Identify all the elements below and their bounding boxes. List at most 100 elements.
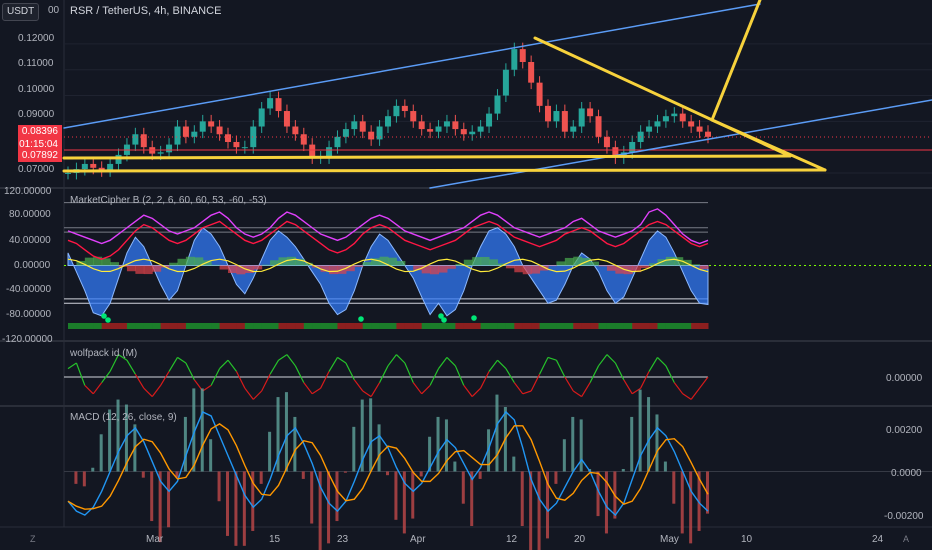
- candle-body: [705, 131, 711, 137]
- candle-body: [393, 105, 400, 117]
- macd-histogram-bar: [209, 439, 213, 472]
- mc-moneyflow-bar: [598, 265, 608, 267]
- mc-moneyflow-bar: [253, 265, 263, 270]
- mc-status-segment: [514, 323, 524, 329]
- candle-body: [545, 105, 551, 122]
- price-tick: 0.12000: [18, 33, 55, 44]
- candle-body: [427, 129, 434, 132]
- mc-moneyflow-bar: [674, 257, 684, 266]
- macd-histogram-bar: [579, 419, 583, 472]
- macd-histogram-bar: [301, 471, 305, 479]
- mc-status-segment: [489, 323, 498, 329]
- candle-body: [410, 111, 417, 122]
- mc-status-segment: [632, 323, 642, 329]
- wolfpack-segment: [572, 390, 583, 398]
- candle-body: [587, 108, 594, 117]
- macd-tick: 0.00200: [886, 425, 923, 436]
- mc-moneyflow-bar: [430, 265, 440, 275]
- wolfpack-segment: [202, 384, 212, 392]
- wolfpack-segment: [252, 390, 263, 400]
- candle-body: [65, 172, 71, 174]
- mc-moneyflow-bar: [84, 257, 94, 266]
- mc-status-segment: [219, 323, 229, 329]
- macd-label[interactable]: MACD (12, 26, close, 9): [70, 412, 177, 423]
- time-tick: 10: [741, 534, 753, 545]
- marketcipher-label[interactable]: MarketCipher B (2, 2, 6, 60, 60, 53, -60…: [70, 195, 267, 206]
- mc-status-segment: [329, 323, 338, 329]
- mc-status-segment: [118, 323, 128, 329]
- zoom-corner-right[interactable]: A: [903, 534, 910, 544]
- macd-histogram-bar: [251, 471, 255, 531]
- mc-moneyflow-bar: [169, 262, 178, 266]
- mc-status-segment: [194, 323, 204, 329]
- mc-tick: -120.00000: [2, 334, 53, 345]
- mc-status-segment: [472, 323, 482, 329]
- macd-histogram-bar: [638, 389, 642, 472]
- mc-status-segment: [152, 323, 162, 329]
- mc-moneyflow-bar: [320, 265, 330, 272]
- mc-status-segment: [421, 323, 431, 329]
- candle-body: [561, 111, 568, 132]
- macd-histogram-bar: [108, 409, 112, 472]
- macd-histogram-bar: [478, 471, 482, 479]
- macd-histogram-bar: [234, 471, 238, 546]
- zoom-corner-left[interactable]: Z: [30, 534, 36, 544]
- symbol-currency-box[interactable]: USDT: [2, 3, 40, 21]
- mc-moneyflow-bar: [463, 259, 473, 266]
- candle-body: [646, 126, 653, 132]
- mc-status-segment: [564, 323, 574, 329]
- mc-status-segment: [202, 323, 212, 329]
- candle-body: [334, 136, 341, 148]
- wolfpack-segment: [286, 354, 296, 367]
- mc-status-segment: [244, 323, 254, 329]
- wolfpack-segment: [530, 373, 541, 392]
- wolfpack-segment: [278, 354, 288, 361]
- mc-moneyflow-bar: [548, 265, 557, 267]
- wolfpack-segment: [185, 362, 195, 381]
- mc-wave-area: [67, 227, 709, 317]
- wolfpack-segment: [143, 387, 153, 398]
- mc-status-segment: [84, 323, 94, 329]
- macd-histogram-bar: [596, 471, 600, 517]
- macd-histogram-bar: [672, 471, 676, 504]
- mc-moneyflow-bar: [446, 265, 456, 269]
- macd-histogram-bar: [183, 416, 187, 472]
- mc-moneyflow-bar: [564, 257, 574, 266]
- wolfpack-segment: [412, 382, 423, 395]
- macd-histogram-bar: [546, 471, 549, 539]
- mc-moneyflow-bar: [303, 262, 313, 266]
- wolfpack-segment: [261, 373, 271, 392]
- mc-oscillator-line: [67, 220, 709, 260]
- wolfpack-segment: [269, 359, 280, 375]
- price-tick: 0.10000: [18, 84, 55, 95]
- wolfpack-segment: [657, 356, 667, 367]
- mc-status-segment: [160, 323, 170, 329]
- candle-body: [368, 131, 375, 140]
- wolfpack-segment: [395, 354, 406, 364]
- trendline-drawings[interactable]: [62, 0, 932, 189]
- wolfpack-label[interactable]: wolfpack id (M): [70, 348, 138, 359]
- mc-status-segment: [623, 323, 633, 329]
- wolfpack-segment: [337, 356, 347, 364]
- wolfpack-segment: [219, 359, 229, 370]
- candle-body: [486, 113, 493, 127]
- wolfpack-plot: [64, 354, 709, 400]
- candle-body: [620, 152, 627, 158]
- candle-body: [107, 163, 114, 171]
- candle-body: [570, 126, 577, 132]
- mc-moneyflow-bar: [699, 265, 709, 270]
- macd-histogram-bar: [360, 399, 364, 472]
- mc-status-segment: [228, 323, 237, 329]
- candle-body: [696, 126, 703, 132]
- mc-moneyflow-bar: [345, 265, 355, 272]
- mc-status-segment: [615, 323, 625, 329]
- mc-moneyflow-bar: [185, 256, 195, 266]
- mc-status-segment: [286, 323, 296, 329]
- mc-status-segment: [463, 323, 473, 329]
- wolfpack-segment: [488, 359, 498, 372]
- candle-body: [469, 131, 476, 135]
- mc-moneyflow-bar: [505, 265, 515, 269]
- mc-moneyflow-bar: [194, 257, 204, 266]
- mc-buy-dot: [101, 313, 107, 319]
